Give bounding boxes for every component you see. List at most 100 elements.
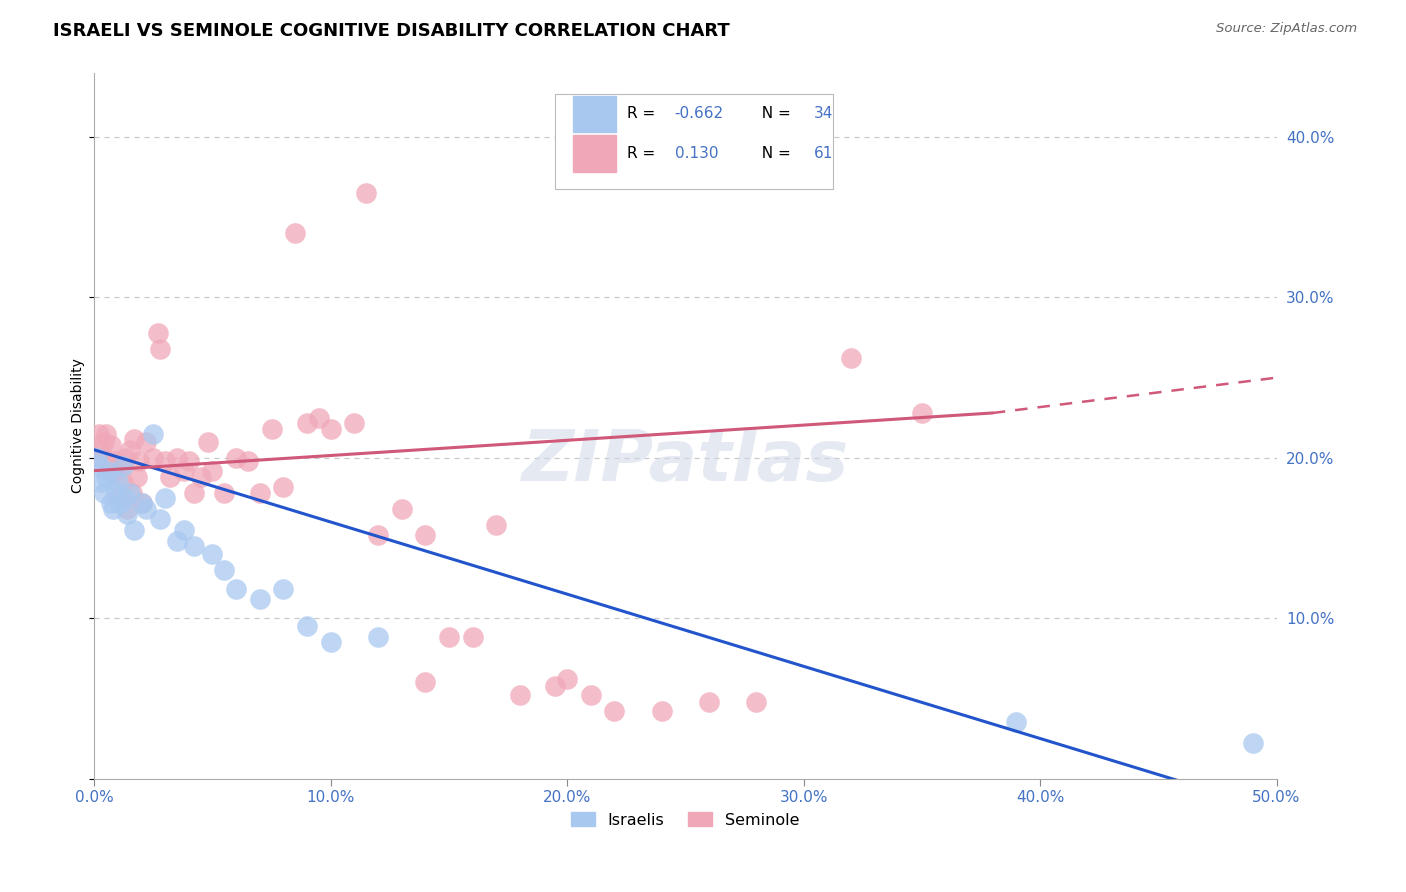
Point [117,507,139,521]
FancyBboxPatch shape [555,95,834,189]
Point [413,675,436,690]
Point [295,416,318,430]
Point [124,523,146,537]
Point [114,450,136,465]
Point [249,486,271,500]
Point [110,458,132,473]
Point [90,475,112,489]
Point [131,496,153,510]
Point [214,563,236,577]
Point [149,342,172,356]
Point [86,450,108,465]
Point [839,351,862,366]
Point [173,523,195,537]
Point [149,512,172,526]
Point [100,496,122,510]
Point [367,631,389,645]
Point [166,450,188,465]
Point [437,631,460,645]
Point [225,582,247,597]
Text: ZIPatlas: ZIPatlas [522,426,849,496]
Point [86,450,108,465]
Point [236,454,259,468]
Point [651,704,673,718]
Point [135,502,157,516]
Point [183,539,205,553]
Legend: Israelis, Seminole: Israelis, Seminole [565,805,806,834]
Point [101,502,124,516]
Text: 34: 34 [814,106,834,121]
Point [225,450,247,465]
Text: 61: 61 [814,146,834,161]
Text: 0.130: 0.130 [675,146,718,161]
Point [249,591,271,606]
Point [131,496,153,510]
Point [183,486,205,500]
Point [697,695,720,709]
Point [100,438,122,452]
Point [107,475,129,489]
Point [485,518,508,533]
Point [273,582,295,597]
Point [177,454,200,468]
Point [87,458,110,473]
Point [101,467,124,481]
Point [391,502,413,516]
Point [201,547,224,561]
Point [87,426,110,441]
Point [367,528,389,542]
Point [104,483,127,497]
Text: R =: R = [627,106,661,121]
Point [117,502,139,516]
Point [104,454,127,468]
Point [354,186,377,201]
FancyBboxPatch shape [574,135,616,172]
Point [153,491,176,505]
Point [461,631,484,645]
Point [173,464,195,478]
Point [93,486,115,500]
Text: R =: R = [627,146,661,161]
Point [110,496,132,510]
Y-axis label: Cognitive Disability: Cognitive Disability [72,359,86,493]
Point [90,442,112,457]
Point [214,486,236,500]
Point [343,416,366,430]
Point [603,704,626,718]
Text: -0.662: -0.662 [675,106,724,121]
Point [509,688,531,702]
Point [111,458,134,473]
Point [93,434,115,449]
Point [128,454,150,468]
Text: Source: ZipAtlas.com: Source: ZipAtlas.com [1216,22,1357,36]
Point [111,475,134,489]
Point [159,470,181,484]
Point [146,326,169,340]
Point [911,406,934,420]
Point [125,470,148,484]
Point [284,227,307,241]
Point [135,434,157,449]
Point [153,454,176,468]
Point [555,672,578,686]
Point [295,619,318,633]
FancyBboxPatch shape [574,95,616,132]
Point [124,432,146,446]
Point [94,426,117,441]
Point [190,470,212,484]
Point [114,491,136,505]
Point [121,486,143,500]
Point [1241,736,1264,750]
Point [413,528,436,542]
Point [544,679,567,693]
Text: N =: N = [752,106,796,121]
Point [273,480,295,494]
Point [319,422,342,436]
Point [142,426,165,441]
Point [118,486,141,500]
Point [118,442,141,457]
Point [319,635,342,649]
Point [260,422,283,436]
Point [1005,715,1028,730]
Text: N =: N = [752,146,796,161]
